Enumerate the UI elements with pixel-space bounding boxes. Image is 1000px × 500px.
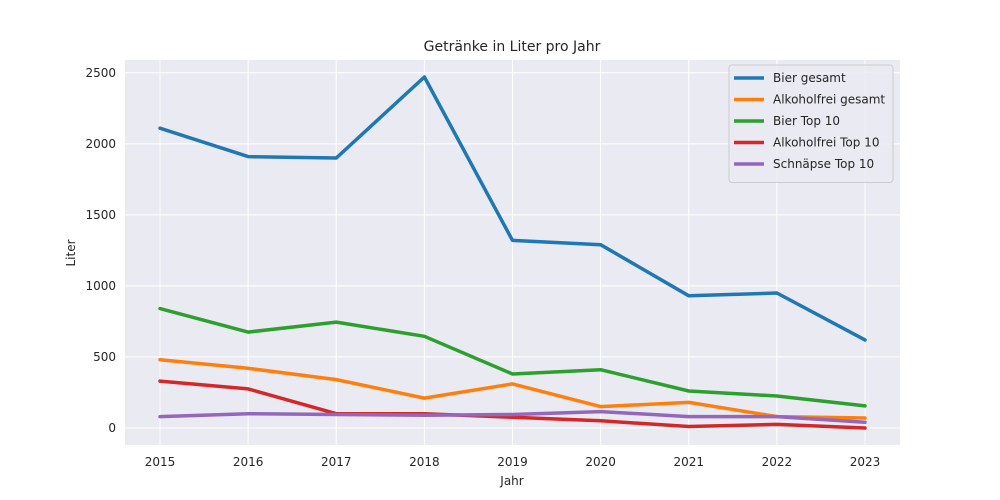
legend-entry-label: Alkoholfrei Top 10 [773, 136, 879, 150]
legend: Bier gesamt Alkoholfrei gesamt Bier Top 10… [728, 64, 894, 183]
x-tick-label: 2018 [409, 455, 440, 469]
x-tick-label: 2020 [585, 455, 616, 469]
y-tick-label: 2000 [85, 137, 116, 151]
x-axis-ticks: 2015 2016 2017 2018 2019 2020 2021 2022 2023 [145, 455, 881, 469]
series-line-1 [158, 75, 867, 342]
series-line-5 [158, 409, 867, 425]
legend-entry-label: Schnäpse Top 10 [773, 157, 874, 171]
x-tick-label: 2021 [673, 455, 704, 469]
x-tick-label: 2016 [233, 455, 264, 469]
y-tick-label: 500 [93, 350, 116, 364]
y-axis-ticks: 0 500 1000 1500 2000 2500 [85, 66, 116, 435]
y-tick-label: 2500 [85, 66, 116, 80]
y-tick-label: 1500 [85, 208, 116, 222]
chart-title: Getränke in Liter pro Jahr [424, 39, 601, 55]
x-tick-label: 2023 [850, 455, 881, 469]
series-line-2 [158, 358, 867, 420]
series-line-3 [158, 306, 867, 408]
series-line-4 [158, 379, 867, 430]
legend-entry-label: Bier gesamt [773, 71, 846, 85]
x-tick-label: 2015 [145, 455, 176, 469]
y-tick-label: 0 [108, 421, 116, 435]
x-tick-label: 2022 [762, 455, 793, 469]
legend-entry-label: Bier Top 10 [773, 114, 840, 128]
legend-entry-label: Alkoholfrei gesamt [773, 93, 885, 107]
y-tick-label: 1000 [85, 279, 116, 293]
x-axis-label: Jahr [499, 474, 523, 488]
x-tick-label: 2017 [321, 455, 352, 469]
y-axis-label: Liter [64, 239, 78, 266]
legend-box [728, 64, 894, 183]
x-tick-label: 2019 [497, 455, 528, 469]
series-lines [158, 75, 867, 430]
